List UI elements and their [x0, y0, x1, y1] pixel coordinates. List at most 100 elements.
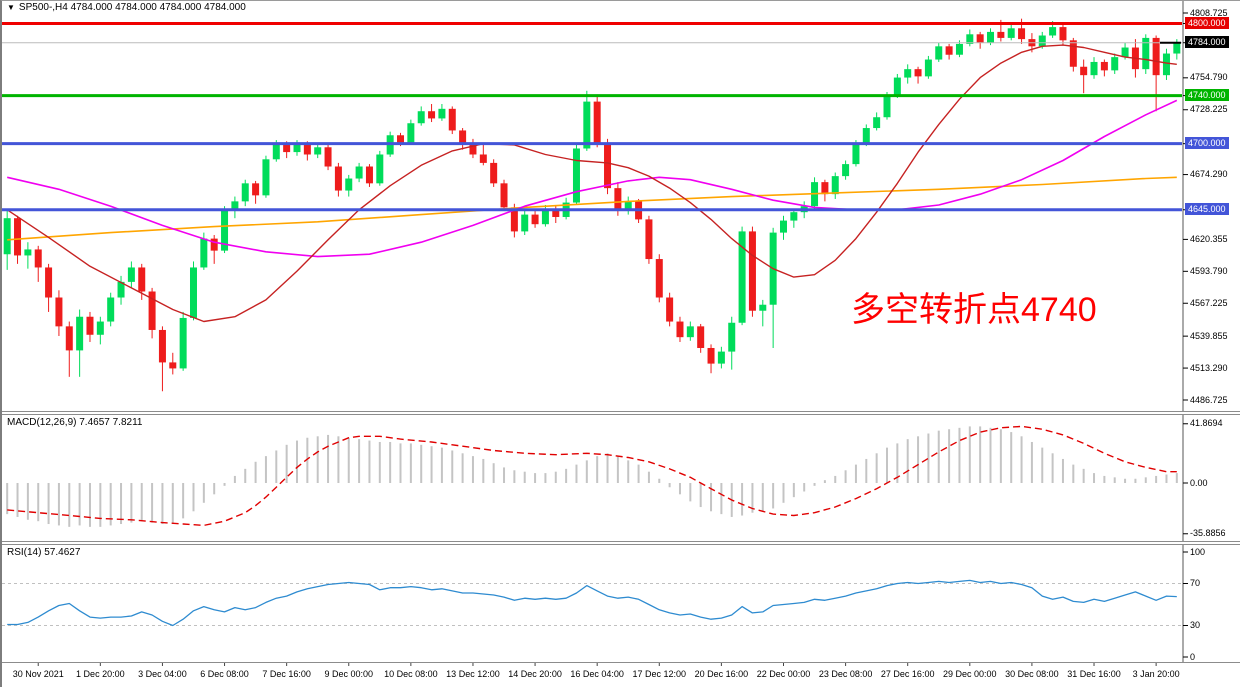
candle-bull: [1121, 47, 1129, 58]
candle-bear: [1069, 40, 1077, 67]
candle-bull: [3, 218, 11, 255]
candle-bear: [324, 147, 332, 167]
candle-bull: [966, 34, 974, 44]
time-tick-label: 27 Dec 16:00: [880, 669, 935, 679]
candle-bear: [210, 238, 218, 251]
candle-bull: [1111, 57, 1119, 71]
candle-bull: [955, 43, 963, 55]
candle-bear: [997, 31, 1005, 38]
candle-bull: [127, 267, 135, 282]
candle-bull: [738, 231, 746, 323]
candle-bull: [1173, 42, 1181, 54]
candle-bull: [417, 111, 425, 124]
macd-histogram: [6, 426, 1178, 527]
candle-bear: [65, 326, 73, 351]
candle-bull: [779, 220, 787, 233]
panel-splitter-main-macd[interactable]: [0, 411, 1240, 415]
candle-bear: [397, 135, 405, 143]
rsi-scale-label: 30: [1190, 620, 1201, 630]
candle-bull: [1038, 35, 1046, 47]
candle-bear: [158, 329, 166, 363]
price-tick-label: 4567.225: [1190, 297, 1228, 308]
symbol-title-bar: ▼ SP500-,H4 4784.000 4784.000 4784.000 47…: [7, 2, 246, 13]
time-tick-label: 1 Dec 20:00: [76, 669, 125, 679]
candle-bear: [531, 214, 539, 225]
time-tick-label: 31 Dec 16:00: [1067, 669, 1121, 679]
candle-bull: [935, 46, 943, 60]
candle-bull: [1049, 27, 1057, 36]
candle-bull: [831, 176, 839, 195]
time-tick-label: 22 Dec 00:00: [756, 669, 811, 679]
price-badge-4740.000: 4740.000: [1185, 89, 1229, 102]
candle-bear: [510, 207, 518, 232]
candle-bear: [604, 142, 612, 189]
candle-bear: [45, 267, 53, 298]
candle-bull: [1007, 28, 1015, 38]
candle-bear: [914, 69, 922, 77]
candle-bear: [14, 218, 22, 256]
price-badge-4700.000: 4700.000: [1185, 137, 1229, 150]
candle-bear: [252, 183, 260, 196]
candle-bear: [976, 34, 984, 43]
candle-bull: [583, 101, 591, 149]
candle-bear: [34, 249, 42, 268]
macd-scale-label: 41.8694: [1190, 418, 1223, 429]
ma-slow-magenta-line: [7, 99, 1178, 258]
price-tick-label: 4539.855: [1190, 330, 1228, 341]
candle-bull: [759, 304, 767, 311]
time-tick-label: 23 Dec 08:00: [818, 669, 873, 679]
candle-bull: [293, 143, 301, 153]
candles-layer: [3, 18, 1181, 392]
candle-bear: [283, 144, 291, 153]
candle-bear: [821, 182, 829, 195]
candle-bull: [686, 326, 694, 338]
macd-scale-label: -35.8856: [1190, 528, 1226, 539]
candle-bull: [76, 316, 84, 351]
candle-bear: [479, 154, 487, 163]
price-tick-label: 4754.790: [1190, 72, 1228, 83]
price-tick-label: 4620.355: [1190, 233, 1228, 244]
symbol-dropdown-icon[interactable]: ▼: [7, 3, 15, 12]
macd-signal-line: [7, 425, 1177, 527]
time-axis-border: [0, 662, 1240, 663]
price-tick-label: 4513.290: [1190, 362, 1228, 373]
candle-bull: [987, 31, 995, 43]
candle-bull: [728, 322, 736, 352]
candle-bear: [676, 321, 684, 338]
candle-bear: [666, 297, 674, 322]
candle-bull: [272, 144, 280, 160]
candle-bear: [86, 316, 94, 335]
candle-bear: [334, 166, 342, 191]
time-tick-label: 6 Dec 08:00: [200, 669, 249, 679]
candle-bull: [1142, 37, 1150, 70]
candle-bear: [459, 130, 467, 145]
time-tick-label: 30 Nov 2021: [12, 669, 64, 679]
candle-bear: [1152, 37, 1160, 76]
ma-fast-red-line: [6, 44, 1177, 323]
price-tick-label: 4808.725: [1190, 7, 1228, 18]
candle-bear: [490, 162, 498, 184]
rsi-indicator-label: RSI(14) 57.4627: [7, 547, 81, 558]
time-tick-label: 14 Dec 20:00: [508, 669, 562, 679]
candle-bear: [1059, 27, 1067, 41]
candle-bull: [572, 148, 580, 203]
price-badge-4800.000: 4800.000: [1185, 16, 1229, 29]
candle-bear: [593, 101, 601, 143]
rsi-scale-label: 100: [1190, 546, 1206, 557]
candle-bear: [303, 143, 311, 155]
candle-bull: [624, 201, 632, 210]
time-tick-label: 13 Dec 12:00: [446, 669, 500, 679]
candle-bear: [614, 188, 622, 210]
rsi-scale-label: 0: [1190, 651, 1196, 662]
panel-splitter-macd-rsi[interactable]: [0, 541, 1240, 545]
candle-bull: [262, 159, 270, 196]
candle-bull: [231, 201, 239, 211]
time-tick-label: 20 Dec 16:00: [694, 669, 749, 679]
time-tick-label: 9 Dec 00:00: [324, 669, 374, 679]
candle-bear: [500, 183, 508, 208]
candle-bull: [1162, 53, 1170, 76]
time-tick-label: 3 Jan 20:00: [1132, 669, 1180, 679]
time-tick-label: 7 Dec 16:00: [262, 669, 311, 679]
